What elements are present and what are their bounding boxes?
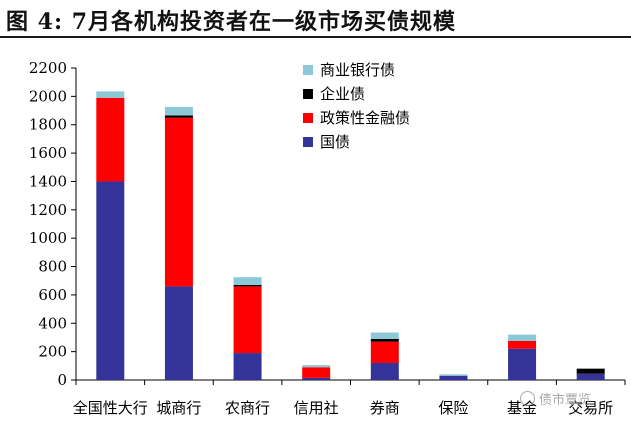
legend-swatch	[303, 65, 313, 75]
watermark-text: 债市覃览	[538, 393, 591, 408]
y-tick-label: 200	[38, 343, 67, 361]
bars	[96, 91, 605, 380]
legend-swatch	[303, 113, 313, 123]
bar-segment	[370, 332, 399, 339]
y-tick-label: 0	[57, 371, 67, 389]
title-divider	[0, 36, 631, 38]
y-axis: 0 200 400 600 800 1000 1200 1400 1600 1800 2000 220…	[29, 59, 77, 389]
bar-segment	[302, 367, 331, 378]
bar-segment	[164, 115, 193, 118]
y-tick-label: 400	[38, 314, 67, 332]
bar-segment	[96, 97, 125, 182]
legend-swatch	[303, 89, 313, 99]
x-tick-label: 交易所	[568, 399, 613, 417]
bar-segment	[576, 373, 605, 380]
legend-label: 国债	[320, 133, 350, 151]
legend-label: 政策性金融债	[320, 109, 410, 127]
figure-title: 图 4: 7月各机构投资者在一级市场买债规模	[6, 9, 457, 35]
bar-segment	[370, 362, 399, 380]
y-tick-label: 800	[38, 258, 67, 276]
y-tick-label: 1400	[29, 172, 67, 190]
y-tick-label: 1600	[29, 144, 67, 162]
legend-swatch	[303, 137, 313, 147]
bar-segment	[164, 117, 193, 287]
x-tick-label: 全国性大行	[73, 399, 148, 417]
bar-segment	[370, 338, 399, 342]
bar-segment	[439, 374, 468, 376]
legend-label: 商业银行债	[320, 61, 395, 79]
x-tick-label: 城商行	[156, 399, 201, 417]
bar-segment	[302, 377, 331, 380]
bar-segment	[370, 341, 399, 363]
x-tick-label: 农商行	[225, 399, 270, 417]
bar-segment	[233, 353, 262, 380]
bar-segment	[233, 277, 262, 285]
bar-segment	[164, 107, 193, 116]
watermark: 债市覃览	[519, 389, 591, 408]
x-tick-label: 信用社	[294, 399, 339, 417]
bar-segment	[96, 181, 125, 380]
x-tick-label: 保险	[438, 399, 468, 417]
bar-segment	[164, 286, 193, 380]
bar-segment	[508, 348, 537, 380]
y-tick-label: 1000	[29, 229, 67, 247]
bar-segment	[508, 341, 537, 349]
bar-segment	[233, 286, 262, 354]
bar-segment	[96, 91, 125, 98]
y-tick-label: 600	[38, 286, 67, 304]
y-tick-label: 2000	[29, 87, 67, 105]
x-tick-label: 券商	[370, 399, 400, 417]
bar-segment	[508, 334, 537, 341]
y-tick-label: 2200	[29, 59, 67, 77]
y-tick-label: 1200	[29, 201, 67, 219]
wechat-icon	[519, 391, 535, 406]
bar-segment	[576, 368, 605, 374]
legend-label: 企业债	[320, 85, 365, 103]
bar-segment	[302, 365, 331, 368]
bar-segment	[439, 375, 468, 380]
y-tick-label: 1800	[29, 116, 67, 134]
bar-segment	[233, 284, 262, 287]
